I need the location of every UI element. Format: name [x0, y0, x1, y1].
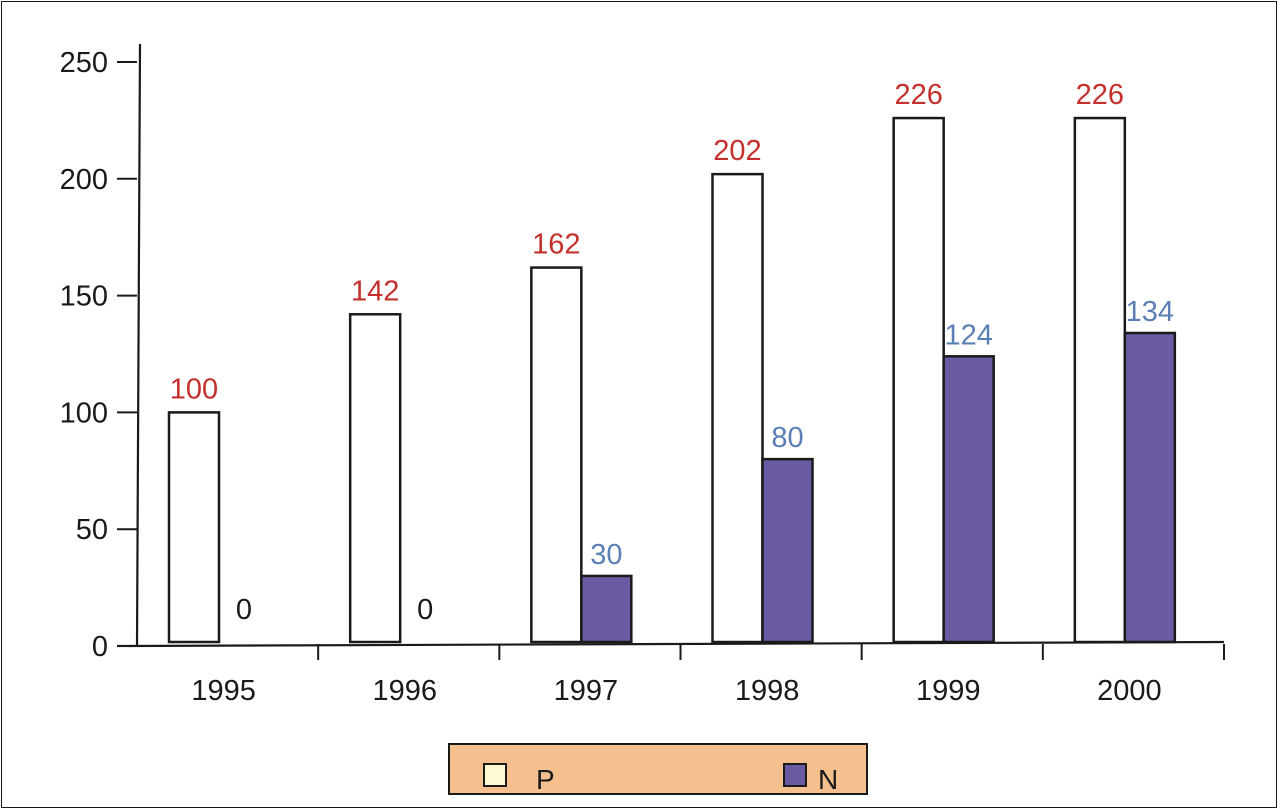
y-tick-label: 50 [76, 514, 108, 546]
y-tick-label: 0 [92, 631, 108, 663]
y-tick-label: 150 [60, 281, 108, 313]
bar-n [580, 574, 633, 644]
bar-p [1073, 116, 1127, 644]
bar-p [711, 172, 764, 644]
y-tick-label: 250 [60, 47, 108, 79]
data-label-n: 30 [590, 539, 622, 571]
data-label-n: 0 [417, 594, 433, 626]
data-label-p: 162 [532, 229, 580, 261]
bar-n [1123, 331, 1177, 644]
data-label-p: 226 [894, 79, 942, 111]
legend-swatch-n [783, 763, 807, 787]
x-tick-label: 1999 [916, 675, 981, 707]
y-axis: 0 50 100 150 200 250 [60, 43, 142, 663]
x-tick-label: 2000 [1097, 675, 1162, 707]
bar-p [348, 313, 402, 644]
x-tick-label: 1996 [372, 675, 437, 707]
data-label-n: 134 [1126, 296, 1174, 328]
x-tick-label: 1997 [554, 675, 619, 707]
data-label-n: 0 [236, 594, 252, 626]
y-axis-line [135, 43, 142, 647]
x-tick-label: 1998 [735, 675, 800, 707]
data-label-p: 100 [170, 373, 218, 405]
x-axis-line [116, 640, 1225, 648]
bar-p [892, 116, 945, 644]
bar-n [761, 457, 814, 644]
data-label-p: 202 [713, 135, 761, 167]
x-tick-label: 1995 [191, 675, 256, 707]
y-tick-label: 200 [60, 164, 108, 196]
data-label-n: 124 [944, 319, 992, 351]
data-label-n: 80 [771, 422, 803, 454]
data-labels: 100 0 142 0 162 30 202 80 226 124 226 134 [170, 79, 1174, 626]
bar-p [530, 266, 583, 644]
legend-swatch-p [483, 763, 507, 787]
legend-label-p: P [536, 764, 555, 795]
bar-p [167, 411, 221, 644]
data-label-p: 142 [351, 275, 399, 307]
y-tick-label: 100 [60, 397, 108, 429]
bar-n [942, 355, 995, 644]
legend-label-n: N [818, 764, 838, 795]
data-label-p: 226 [1076, 79, 1124, 111]
x-axis: 1995 1996 1997 1998 1999 2000 [116, 640, 1225, 707]
bars [167, 116, 1177, 644]
